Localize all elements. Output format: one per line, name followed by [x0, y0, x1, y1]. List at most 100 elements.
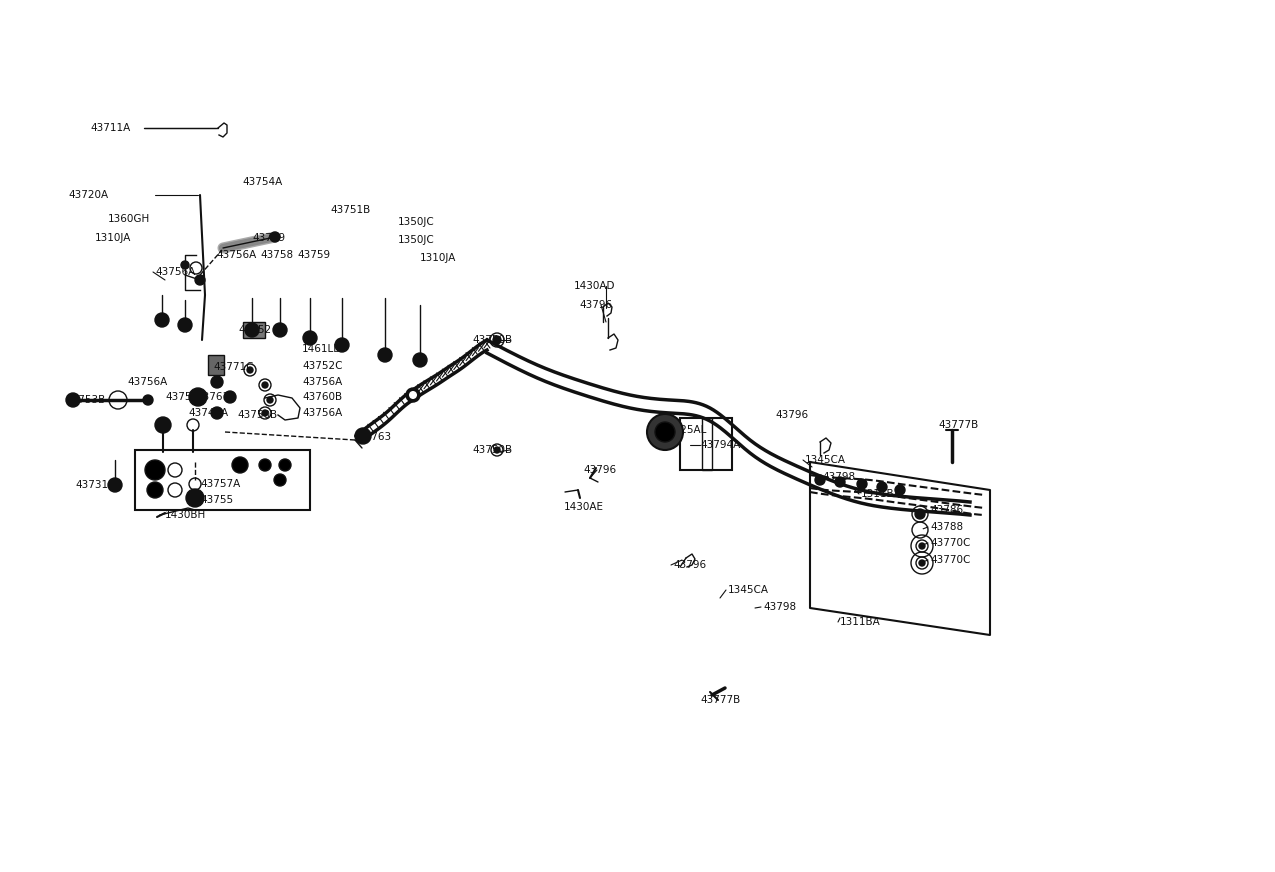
Circle shape [335, 338, 349, 352]
Circle shape [409, 391, 417, 399]
Text: 43756A: 43756A [156, 267, 195, 277]
Text: 43798: 43798 [762, 602, 796, 612]
Circle shape [655, 422, 674, 442]
Circle shape [232, 457, 249, 473]
Text: 43761: 43761 [196, 392, 230, 402]
Circle shape [147, 482, 163, 498]
Text: 1350JC: 1350JC [398, 235, 435, 245]
Text: 43796: 43796 [673, 560, 706, 570]
Text: 43777B: 43777B [938, 420, 978, 430]
Circle shape [189, 388, 207, 406]
Text: 43720A: 43720A [68, 190, 108, 200]
Circle shape [210, 376, 223, 388]
Text: 1430AD: 1430AD [574, 281, 616, 291]
Circle shape [259, 459, 272, 471]
Circle shape [156, 313, 170, 327]
Text: 43796: 43796 [579, 300, 612, 310]
Text: 43796: 43796 [583, 465, 616, 475]
Circle shape [274, 474, 286, 486]
Text: 43752: 43752 [238, 325, 272, 335]
Circle shape [261, 382, 268, 388]
Circle shape [273, 323, 287, 337]
Circle shape [303, 331, 317, 345]
Circle shape [405, 388, 419, 402]
Text: 1125AL: 1125AL [668, 425, 708, 435]
Text: 43754A: 43754A [242, 177, 282, 187]
Text: 43759: 43759 [297, 250, 330, 260]
Text: 43798: 43798 [822, 472, 856, 482]
Text: 43777B: 43777B [700, 695, 741, 705]
Circle shape [877, 482, 887, 492]
Text: 43755: 43755 [200, 495, 233, 505]
Circle shape [917, 527, 923, 533]
Circle shape [646, 414, 683, 450]
Circle shape [210, 407, 223, 419]
Text: 43753B: 43753B [65, 395, 106, 405]
Circle shape [493, 336, 501, 344]
Circle shape [279, 459, 291, 471]
Text: 43786: 43786 [929, 505, 963, 515]
Text: 43757A: 43757A [200, 479, 240, 489]
Text: 43756A: 43756A [215, 250, 256, 260]
Text: 43752C: 43752C [302, 361, 343, 371]
Circle shape [915, 509, 924, 519]
Circle shape [245, 323, 259, 337]
Circle shape [377, 348, 391, 362]
Circle shape [857, 479, 867, 489]
Bar [244, 322, 265, 338]
Text: 1430BH: 1430BH [164, 510, 207, 520]
Text: 1310JA: 1310JA [96, 233, 131, 243]
Circle shape [354, 428, 371, 444]
Circle shape [145, 460, 164, 480]
Circle shape [835, 477, 845, 487]
Text: 43763: 43763 [358, 432, 391, 442]
Circle shape [493, 447, 500, 453]
Circle shape [270, 232, 280, 242]
Text: 43756A: 43756A [128, 377, 167, 387]
Circle shape [919, 543, 924, 549]
Text: 43756A: 43756A [302, 408, 342, 418]
Bar [703, 418, 711, 470]
Bar [680, 418, 732, 470]
Text: 43751B: 43751B [330, 205, 370, 215]
Circle shape [181, 261, 189, 269]
Circle shape [261, 410, 268, 416]
Bar [208, 355, 224, 375]
Text: 1461LB: 1461LB [302, 344, 342, 354]
Text: 1430AE: 1430AE [564, 502, 604, 512]
Text: 43740A: 43740A [187, 408, 228, 418]
Circle shape [195, 275, 205, 285]
Circle shape [179, 318, 193, 332]
Text: 43770C: 43770C [929, 555, 970, 565]
Circle shape [108, 478, 122, 492]
Circle shape [186, 489, 204, 507]
Text: 43758: 43758 [260, 250, 293, 260]
Circle shape [66, 393, 80, 407]
Text: 43731A: 43731A [75, 480, 115, 490]
Circle shape [895, 485, 905, 495]
Text: 1311BA: 1311BA [861, 489, 901, 499]
Circle shape [815, 475, 825, 485]
Text: 1345CA: 1345CA [728, 585, 769, 595]
Bar [135, 450, 310, 510]
Text: 43711A: 43711A [91, 123, 130, 133]
Text: 43760B: 43760B [302, 392, 342, 402]
Circle shape [156, 417, 171, 433]
Text: 1345CA: 1345CA [805, 455, 847, 465]
Text: 43759: 43759 [252, 233, 286, 243]
Circle shape [143, 395, 153, 405]
Circle shape [919, 560, 924, 566]
Text: 43788: 43788 [929, 522, 963, 532]
Text: 43750B: 43750B [472, 445, 513, 455]
Circle shape [224, 391, 236, 403]
Text: 43770C: 43770C [929, 538, 970, 548]
Text: 43771C: 43771C [213, 362, 254, 372]
Text: 43794A: 43794A [700, 440, 741, 450]
Circle shape [413, 353, 427, 367]
Text: 1360GH: 1360GH [108, 214, 150, 224]
Circle shape [247, 367, 252, 373]
Text: 1350JC: 1350JC [398, 217, 435, 227]
Text: 1311BA: 1311BA [840, 617, 881, 627]
Text: 43796: 43796 [775, 410, 808, 420]
Text: 43756A: 43756A [302, 377, 342, 387]
